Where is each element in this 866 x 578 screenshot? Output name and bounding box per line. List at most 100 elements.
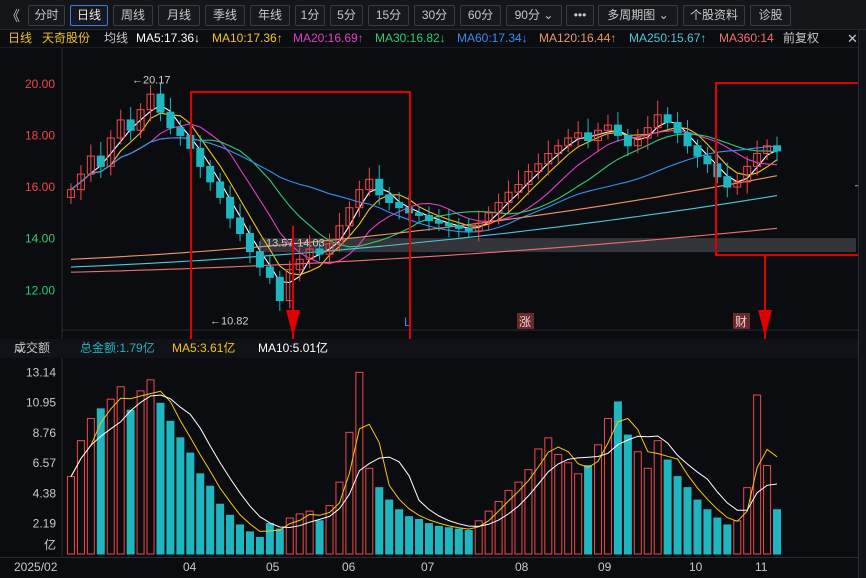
candle-body <box>623 134 632 147</box>
event-marker-l: L <box>404 315 411 329</box>
period-tab-weekly[interactable]: 周线 <box>113 5 153 26</box>
volume-tick-label: 8.76 <box>33 426 57 440</box>
highlight-box-right <box>715 82 858 256</box>
date-tick: 09 <box>598 560 612 574</box>
diagnose-button[interactable]: 诊股 <box>750 5 791 26</box>
candle-body <box>415 212 424 216</box>
volume-bar <box>653 440 662 555</box>
candle-body <box>66 189 75 198</box>
volume-bar <box>613 401 622 555</box>
collapse-icon[interactable]: 《 <box>6 8 20 24</box>
volume-bar <box>484 510 493 555</box>
candle-body <box>594 129 603 142</box>
candle-body <box>86 155 95 175</box>
right-scrollbar[interactable] <box>858 30 866 578</box>
period-tab-yearly[interactable]: 年线 <box>250 5 290 26</box>
more-button[interactable]: ••• <box>566 5 594 26</box>
volume-bar <box>773 509 782 555</box>
candle-body <box>335 225 344 245</box>
arrow-right-head <box>758 310 772 337</box>
candle-body <box>265 266 274 278</box>
volume-bar <box>196 473 205 555</box>
volume-bar <box>693 499 702 555</box>
adjust-mode[interactable]: 前复权 <box>783 31 820 45</box>
volume-legend-row: 成交额 ⌄ 总金额:1.79亿 MA5:3.61亿 MA10:5.01亿 <box>0 339 866 358</box>
volume-bar <box>375 487 384 555</box>
date-tick: 05 <box>266 560 280 574</box>
price-tick-label: 14.00 <box>25 232 55 246</box>
candlestick-chart[interactable]: 20.00 18.00 16.00 14.00 12.00 ←20.17 ←10.82 13.… <box>0 48 858 339</box>
candle-body <box>643 127 652 139</box>
ma360-value: MA360:14 <box>719 31 774 45</box>
volume-bar <box>86 418 95 555</box>
volume-bar <box>544 437 553 555</box>
period-tab-5min[interactable]: 5分 <box>330 5 363 26</box>
ma30-value: MA30:16.82↓ <box>375 31 446 45</box>
candle-body <box>743 165 752 183</box>
candle-body <box>633 137 642 147</box>
period-tab-1min[interactable]: 1分 <box>295 5 325 26</box>
candle-body <box>434 220 443 224</box>
period-tab-quarterly[interactable]: 季线 <box>205 5 245 26</box>
period-tab-15min[interactable]: 15分 <box>368 5 409 26</box>
period-tab-minute[interactable]: 分时 <box>28 5 65 26</box>
volume-bar <box>663 459 672 555</box>
volume-bar <box>474 520 483 555</box>
period-tab-monthly[interactable]: 月线 <box>158 5 200 26</box>
multi-period-label: 多周期图 <box>607 8 656 22</box>
volume-bar <box>96 408 105 555</box>
candle-body <box>673 122 682 134</box>
volume-label: 成交额 <box>14 341 51 355</box>
candle-body <box>395 202 404 209</box>
volume-bar <box>365 467 374 555</box>
volume-tick-label: 4.38 <box>33 486 57 500</box>
volume-bar <box>743 487 752 555</box>
range-annotation: 13.57-14.03 <box>266 238 325 250</box>
period-tab-60min[interactable]: 60分 <box>460 5 501 26</box>
date-tick: 06 <box>342 560 356 574</box>
date-tick: 11 <box>755 560 768 574</box>
candle-body <box>554 145 563 154</box>
period-tab-30min[interactable]: 30分 <box>414 5 455 26</box>
ma10-value: MA10:17.36↑ <box>212 31 283 45</box>
price-tick-label: 12.00 <box>25 283 55 297</box>
arrow-left-head <box>286 310 300 337</box>
ma20-line <box>70 123 778 265</box>
volume-bar <box>633 451 642 555</box>
volume-bar <box>216 503 225 555</box>
volume-bar <box>305 510 314 555</box>
close-icon[interactable]: ✕ <box>847 31 858 46</box>
volume-bar <box>763 465 772 555</box>
candle-body <box>613 124 622 136</box>
candle-body <box>693 145 702 157</box>
stock-profile-button[interactable]: 个股资料 <box>683 5 745 26</box>
volume-bar <box>673 476 682 555</box>
volume-bar <box>285 517 294 555</box>
date-tick: 08 <box>515 560 529 574</box>
volume-bar <box>534 448 543 555</box>
multi-period-button[interactable]: 多周期图 ⌄ <box>598 5 678 26</box>
candle-body <box>275 276 284 302</box>
candle-body <box>733 181 742 188</box>
candle-body <box>255 251 264 268</box>
candle-body <box>226 196 235 219</box>
period-tab-daily[interactable]: 日线 <box>70 5 108 26</box>
candle-body <box>713 163 722 178</box>
volume-bar <box>166 420 175 555</box>
volume-bar <box>395 509 404 555</box>
volume-bar <box>594 444 603 555</box>
volume-bar <box>385 499 394 555</box>
volume-bar <box>454 528 463 555</box>
candle-body <box>444 222 453 227</box>
volume-chart[interactable]: 13.14 10.95 8.76 6.57 4.38 2.19 亿 <box>0 358 858 557</box>
ma-settings-link[interactable]: 均线 <box>104 31 129 45</box>
chevron-down-icon: ⌄ <box>543 8 554 22</box>
candle-body <box>176 127 185 136</box>
chevron-down-icon: ⌄ <box>658 8 669 22</box>
period-dropdown[interactable]: 90分 ⌄ <box>506 5 562 26</box>
volume-bar <box>335 481 344 555</box>
price-tick-label: 18.00 <box>25 128 55 142</box>
event-marker-zhang: 涨 <box>519 314 531 329</box>
candle-body <box>365 178 374 191</box>
volume-bar <box>584 465 593 555</box>
